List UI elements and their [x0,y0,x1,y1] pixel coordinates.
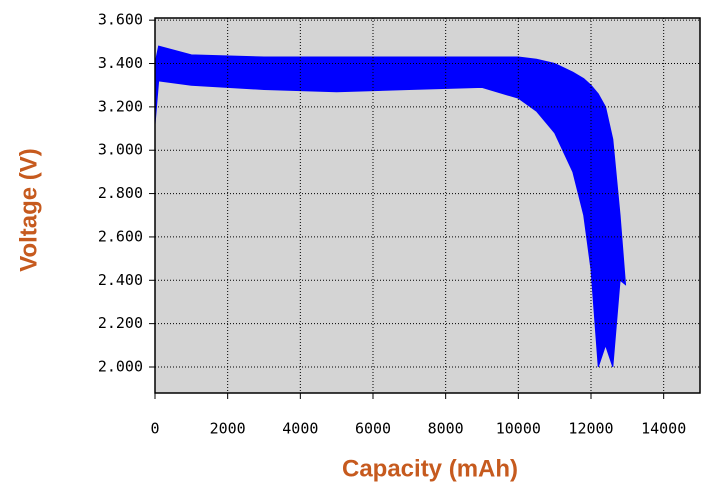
voltage-band [154,45,627,368]
y-tick-label: 3.200 [98,97,143,115]
y-tick-label: 3.000 [98,141,143,159]
x-tick-label: 10000 [496,420,541,438]
y-tick-label: 2.400 [98,271,143,289]
y-tick-label: 2.600 [98,227,143,245]
x-tick-label: 8000 [428,420,464,438]
plot-frame [154,17,701,394]
x-tick-label: 14000 [641,420,686,438]
x-tick-label: 6000 [355,420,391,438]
y-tick-label: 3.600 [98,11,143,29]
y-tick-label: 2.800 [98,184,143,202]
x-tick-label: 12000 [568,420,613,438]
x-tick-label: 2000 [210,420,246,438]
y-tick-label: 3.400 [98,54,143,72]
y-tick-label: 2.000 [98,357,143,375]
x-tick-label: 0 [150,420,159,438]
x-axis-title: Capacity (mAh) [342,455,518,482]
y-tick-label: 2.200 [98,314,143,332]
y-axis-title: Voltage (V) [15,148,42,272]
x-tick-label: 4000 [282,420,318,438]
